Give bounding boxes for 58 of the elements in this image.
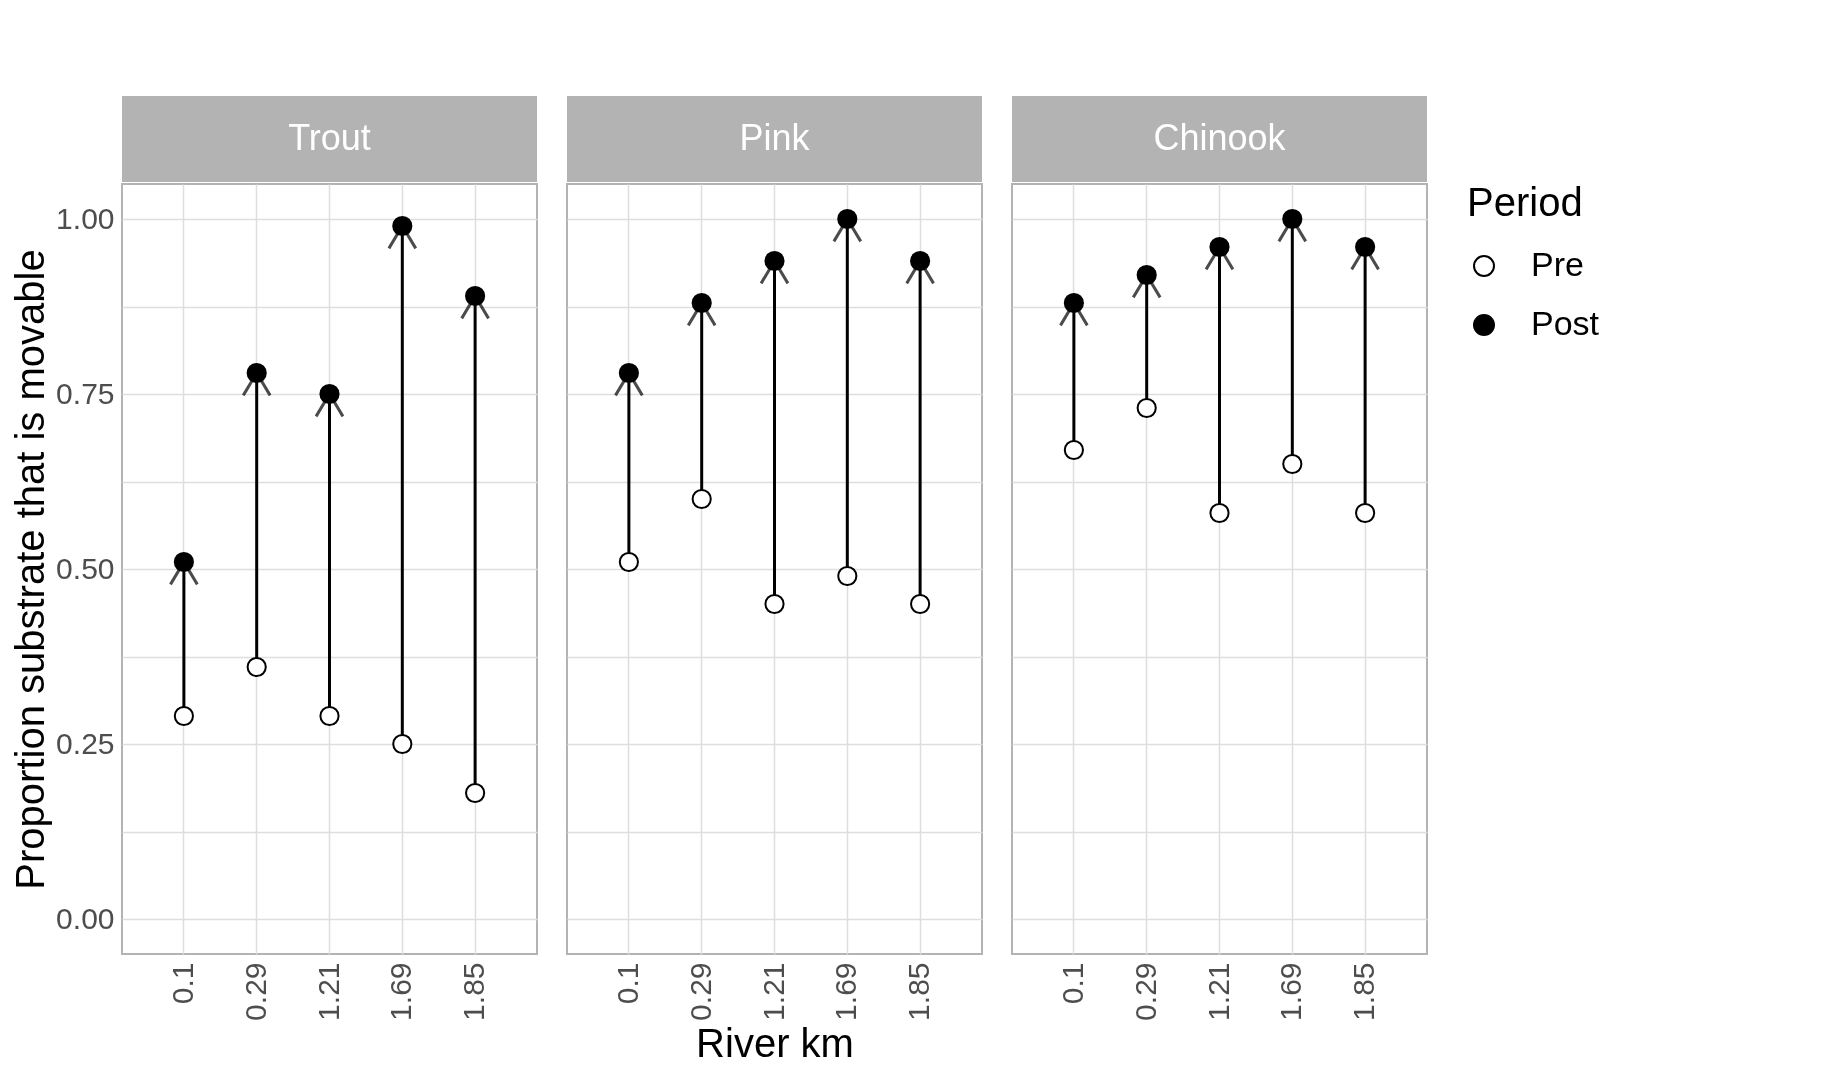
- legend-title: Period: [1467, 180, 1583, 224]
- point: [1136, 397, 1157, 419]
- y-tick-label: 1.00: [56, 201, 115, 235]
- point: [1209, 502, 1230, 524]
- x-tick-label: 1.21: [1201, 962, 1235, 1021]
- legend-label: Pre: [1531, 245, 1584, 283]
- x-tick-label: 0.1: [610, 962, 644, 1005]
- y-tick-label: 0.00: [56, 901, 115, 935]
- point: [319, 705, 340, 727]
- chart-title: Chinook: [1153, 117, 1287, 158]
- x-tick-label: 1.85: [902, 962, 936, 1021]
- x-tick-label: 1.85: [1347, 962, 1381, 1021]
- x-tick-label: 1.21: [311, 962, 345, 1021]
- point: [173, 705, 194, 727]
- point: [1063, 292, 1084, 314]
- point: [246, 362, 267, 384]
- y-tick-label: 0.25: [56, 726, 115, 760]
- x-tick-label: 0.1: [1055, 962, 1089, 1005]
- point: [1355, 236, 1376, 258]
- point: [392, 733, 413, 755]
- point: [465, 285, 486, 307]
- x-tick-label: 1.69: [1274, 962, 1308, 1021]
- x-tick-label: 0.29: [683, 962, 717, 1021]
- point: [1063, 439, 1084, 461]
- point: [173, 551, 194, 573]
- point: [691, 488, 712, 510]
- point: [764, 250, 785, 272]
- point: [1282, 208, 1303, 230]
- x-tick-label: 0.1: [165, 962, 199, 1005]
- x-tick-label: 1.85: [457, 962, 491, 1021]
- point: [764, 593, 785, 615]
- x-tick-label: 1.69: [384, 962, 418, 1021]
- legend-label: Post: [1531, 304, 1600, 342]
- point: [319, 383, 340, 405]
- x-tick-label: 0.29: [1128, 962, 1162, 1021]
- x-tick-label: 1.21: [756, 962, 790, 1021]
- point: [246, 656, 267, 678]
- x-tick-label: 0.29: [238, 962, 272, 1021]
- point: [618, 551, 639, 573]
- point: [837, 208, 858, 230]
- point: [837, 565, 858, 587]
- point: [392, 215, 413, 237]
- y-tick-label: 0.50: [56, 551, 115, 585]
- y-tick-label: 0.75: [56, 376, 115, 410]
- point: [910, 593, 931, 615]
- chart-title: Trout: [288, 117, 371, 158]
- y-axis-title: Proportion substrate that is movable: [8, 249, 53, 890]
- point: [691, 292, 712, 314]
- point: [1282, 453, 1303, 475]
- point: [618, 362, 639, 384]
- point: [1355, 502, 1376, 524]
- point: [465, 782, 486, 804]
- point: [910, 250, 931, 272]
- point: [1209, 236, 1230, 258]
- x-axis-title: River km: [696, 1020, 854, 1065]
- x-tick-label: 1.69: [829, 962, 863, 1021]
- chart-title: Pink: [739, 117, 811, 158]
- point: [1136, 264, 1157, 286]
